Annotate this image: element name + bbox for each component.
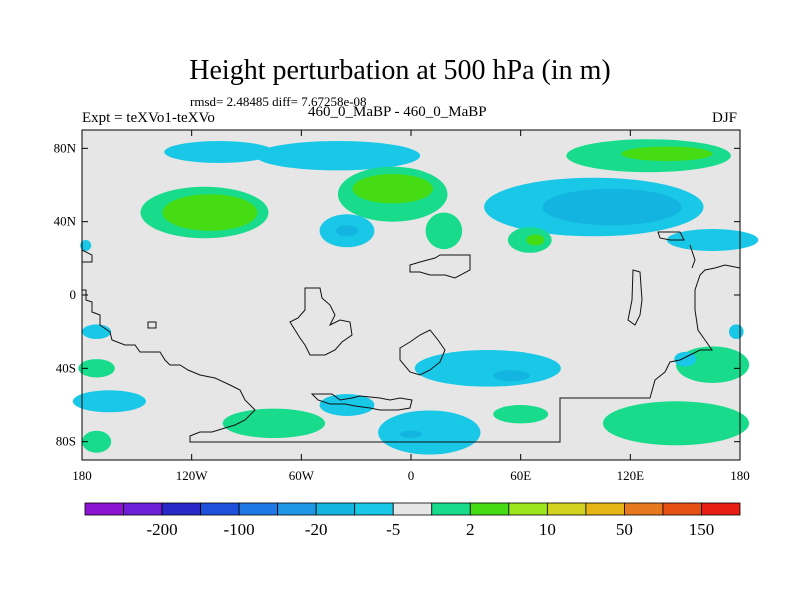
anomaly-neg-level-2 (542, 188, 682, 226)
anomaly-neg-level-1 (164, 141, 274, 163)
map-panel: 180 120W 60W 0 60E 120E 180 80N 40N 0 40S 80S (54, 129, 759, 483)
coastline-east-peninsula (627, 269, 643, 326)
anomaly-neg-level-2 (493, 370, 530, 382)
y-tick-label: 40S (56, 360, 76, 375)
x-tick-label: 180 (730, 468, 750, 483)
y-tick-label: 80S (56, 434, 76, 449)
anomaly-neg-level-1 (82, 324, 112, 340)
anomaly-pos-level-1 (602, 401, 750, 446)
colorbar-label: -5 (386, 520, 400, 539)
colorbar-swatch (123, 502, 163, 516)
x-tick-label: 0 (408, 468, 415, 483)
anomaly-neg-level-1 (80, 240, 92, 251)
coastline-central-continent (289, 287, 353, 356)
anomaly-pos-level-2 (621, 146, 713, 162)
colorbar-swatch (315, 502, 356, 516)
coastline-northeast (657, 231, 685, 241)
continent-outline (81, 231, 741, 443)
colorbar-label: 10 (539, 520, 556, 539)
colorbar-swatch (431, 502, 471, 516)
anomaly-neg-level-2 (400, 430, 422, 438)
chart-subtitle-rmsd: rmsd= 2.48485 diff= 7.67258e-08 (190, 94, 367, 109)
colorbar-swatch (84, 502, 124, 516)
colorbar-swatch (624, 502, 664, 516)
colorbar-swatch (277, 502, 317, 516)
colorbar-swatch (508, 502, 548, 516)
x-tick-label: 60E (510, 468, 531, 483)
x-tick-label: 120W (176, 468, 209, 483)
colorbar-swatch (585, 502, 625, 516)
anomaly-neg-level-1 (319, 394, 375, 416)
anomaly-pos-level-2 (352, 174, 433, 204)
season-label: DJF (712, 110, 738, 126)
x-tick-label: 120E (617, 468, 645, 483)
anomaly-neg-level-1 (378, 410, 481, 455)
y-tick-label: 40N (54, 214, 77, 229)
y-tick-label: 0 (70, 287, 77, 302)
anomaly-neg-level-1 (255, 141, 421, 171)
coastline-eurasia-west (409, 254, 471, 279)
coastline-island-south (310, 393, 413, 411)
anomaly-pos-level-1 (78, 359, 115, 378)
colorbar-swatch (200, 502, 240, 516)
coastline-africa-outline (81, 249, 93, 263)
axis-ticks: 180 120W 60W 0 60E 120E 180 80N 40N 0 40S 80S (54, 130, 750, 483)
coastline-small-island (147, 321, 157, 329)
anomaly-pos-level-2 (526, 234, 545, 246)
colorbar: -200 -100 -20 -5 2 10 50 150 (84, 502, 741, 539)
colorbar-swatch (701, 502, 741, 516)
anomaly-pos-level-1 (493, 405, 549, 424)
colorbar-swatch (469, 502, 510, 516)
colorbar-label: -200 (147, 520, 178, 539)
anomaly-pos-level-2 (162, 194, 258, 231)
anomaly-neg-level-2 (336, 225, 358, 237)
colorbar-swatch (662, 502, 702, 516)
x-tick-label: 60W (289, 468, 315, 483)
chart-title: Height perturbation at 500 hPa (in m) (189, 55, 611, 86)
colorbar-label: -20 (305, 520, 328, 539)
colorbar-swatch (546, 502, 587, 516)
colorbar-swatch (161, 502, 201, 516)
colorbar-swatch (238, 502, 279, 516)
colorbar-label: 150 (689, 520, 715, 539)
colorbar-swatch (354, 502, 394, 516)
colorbar-label: 2 (466, 520, 475, 539)
coastline-northeast-arm (689, 244, 696, 269)
coastline-south-america (82, 264, 741, 443)
colorbar-label: 50 (616, 520, 633, 539)
anomaly-neg-level-1 (729, 324, 744, 340)
coastline-southern-landmass (399, 329, 446, 376)
anomaly-pos-level-1 (222, 408, 326, 438)
colorbar-swatch (392, 502, 433, 516)
anomaly-pos-level-1 (425, 212, 463, 250)
anomaly-neg-level-1 (674, 351, 697, 367)
case-label: 460_0_MaBP - 460_0_MaBP (308, 104, 487, 120)
anomaly-contours (72, 139, 759, 455)
colorbar-label: -100 (224, 520, 255, 539)
anomaly-neg-level-1 (414, 350, 561, 387)
anomaly-pos-level-1 (82, 430, 112, 453)
x-tick-label: 180 (72, 468, 92, 483)
anomaly-neg-level-1 (72, 390, 146, 413)
experiment-label: Expt = teXVo1-teXVo (82, 110, 215, 126)
y-tick-label: 80N (54, 140, 77, 155)
